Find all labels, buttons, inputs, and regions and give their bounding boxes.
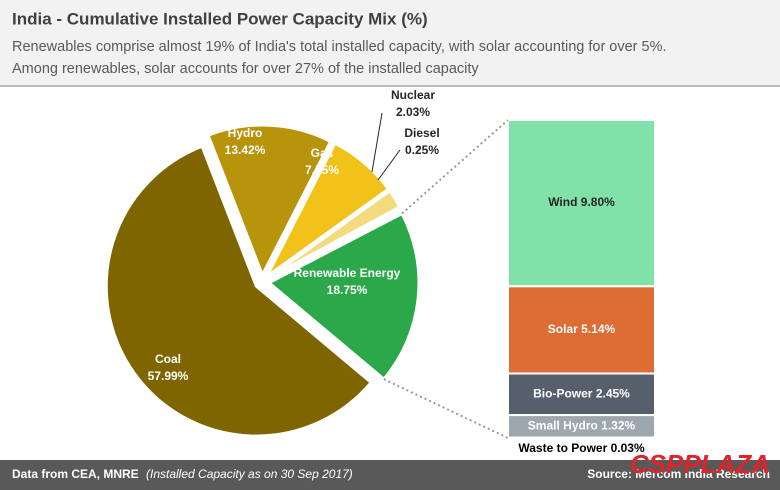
slice-value: 2.03% <box>396 105 430 119</box>
footer-data: Data from CEA, MNRE <box>12 467 139 481</box>
slice-label: Coal <box>155 352 181 366</box>
subtitle: Renewables comprise almost 19% of India'… <box>12 39 667 55</box>
segment-category: Solar <box>548 322 578 336</box>
slice-label: Hydro <box>228 126 263 140</box>
segment-label: Wind 9.80% <box>548 195 615 209</box>
pie-slice <box>265 141 391 278</box>
pie-slice <box>267 205 404 281</box>
slice-label: Gas <box>311 146 334 160</box>
slice-label: Diesel <box>404 126 439 140</box>
watermark: CSPPLAZA <box>630 449 770 479</box>
leader-line <box>377 149 401 181</box>
pie-slice <box>266 211 421 382</box>
bar-segment <box>507 372 656 417</box>
segment-value: 0.03% <box>611 441 645 455</box>
subtitle: Among renewables, solar accounts for ove… <box>12 61 479 77</box>
slice-value: 0.25% <box>405 143 439 157</box>
segment-label: Bio-Power 2.45% <box>533 386 630 400</box>
connector <box>401 119 509 215</box>
slice-value: 7.55% <box>305 163 339 177</box>
slice-value: 57.99% <box>148 369 189 383</box>
bar-segment <box>507 119 656 288</box>
pie-slice <box>104 144 374 438</box>
connector <box>383 378 509 439</box>
segment-label: Solar 5.14% <box>548 322 616 336</box>
segment-value: 2.45% <box>596 386 630 400</box>
segment-label: Waste to Power 0.03% <box>518 441 645 455</box>
segment-category: Small Hydro <box>528 418 598 432</box>
footer-note: (Installed Capacity as on 30 Sep 2017) <box>146 467 353 481</box>
bar-segment <box>507 285 656 375</box>
slice-label: Nuclear <box>391 88 435 102</box>
slice-value: 18.75% <box>327 283 368 297</box>
segment-label: Small Hydro 1.32% <box>528 418 636 432</box>
footer-source: Source: Mercom India Research <box>587 467 770 481</box>
segment-value: 5.14% <box>581 322 615 336</box>
segment-value: 1.32% <box>601 418 635 432</box>
header-bg <box>0 0 780 86</box>
leader-line <box>371 112 383 173</box>
segment-category: Bio-Power <box>533 386 593 400</box>
chart-title: India - Cumulative Installed Power Capac… <box>12 9 428 28</box>
slice-value: 13.42% <box>225 143 266 157</box>
segment-value: 9.80% <box>581 195 615 209</box>
slice-label: Renewable Energy <box>294 266 401 280</box>
segment-category: Waste to Power <box>518 441 607 455</box>
bar-segment <box>507 436 656 440</box>
pie-slice <box>206 123 333 279</box>
segment-category: Wind <box>548 195 577 209</box>
footer-bg <box>0 460 780 490</box>
